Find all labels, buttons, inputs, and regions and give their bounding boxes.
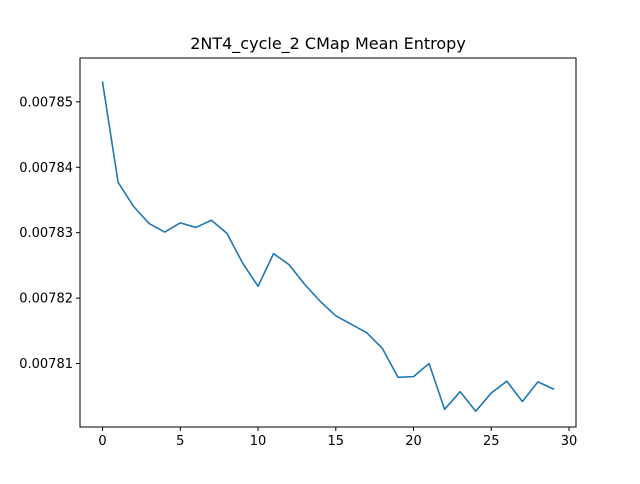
- data-point: [210, 219, 212, 221]
- x-tick-label: 0: [98, 434, 106, 449]
- data-point: [335, 315, 337, 317]
- data-point: [179, 222, 181, 224]
- data-point: [257, 285, 259, 287]
- data-point: [288, 264, 290, 266]
- data-point: [101, 81, 103, 83]
- y-tick-label: 0.00782: [19, 292, 73, 307]
- data-point: [303, 283, 305, 285]
- data-point: [428, 362, 430, 364]
- data-point: [475, 410, 477, 412]
- data-point: [164, 231, 166, 233]
- data-point: [397, 376, 399, 378]
- data-point: [459, 390, 461, 392]
- data-point: [412, 375, 414, 377]
- plot-area-frame: [79, 57, 577, 428]
- x-tick-label: 10: [250, 434, 267, 449]
- y-tick-label: 0.00785: [19, 95, 73, 110]
- series-line: [101, 81, 555, 413]
- data-point: [552, 388, 554, 390]
- y-axis: 0.00781 0.00782 0.00783 0.00784 0.00785: [19, 95, 80, 372]
- x-tick-label: 30: [561, 434, 578, 449]
- data-point: [490, 392, 492, 394]
- x-tick-label: 15: [328, 434, 345, 449]
- x-axis: 0 5 10 15 20 25 30: [98, 427, 577, 449]
- data-point: [443, 408, 445, 410]
- data-point: [241, 262, 243, 264]
- data-point: [272, 252, 274, 254]
- data-point: [132, 205, 134, 207]
- series-layer: [101, 81, 555, 413]
- data-point: [117, 181, 119, 183]
- data-point: [521, 400, 523, 402]
- y-tick-label: 0.00783: [19, 226, 73, 241]
- data-point: [148, 222, 150, 224]
- x-tick-label: 20: [405, 434, 422, 449]
- data-point: [537, 381, 539, 383]
- data-point: [350, 323, 352, 325]
- data-point: [381, 347, 383, 349]
- x-tick-label: 5: [176, 434, 184, 449]
- data-point: [226, 232, 228, 234]
- data-point: [506, 380, 508, 382]
- data-point: [366, 332, 368, 334]
- data-point: [319, 300, 321, 302]
- data-point: [195, 226, 197, 228]
- y-tick-label: 0.00784: [19, 161, 73, 176]
- chart-title: 2NT4_cycle_2 CMap Mean Entropy: [190, 34, 466, 54]
- y-tick-label: 0.00781: [19, 357, 73, 372]
- x-tick-label: 25: [483, 434, 500, 449]
